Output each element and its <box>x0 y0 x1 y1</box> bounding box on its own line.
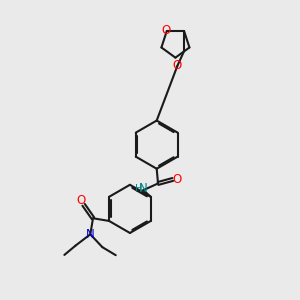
Text: N: N <box>86 228 95 242</box>
Text: H: H <box>135 184 142 194</box>
Text: N: N <box>138 182 147 195</box>
Text: O: O <box>173 59 182 72</box>
Text: O: O <box>173 173 182 186</box>
Text: O: O <box>162 24 171 37</box>
Text: O: O <box>76 194 86 207</box>
